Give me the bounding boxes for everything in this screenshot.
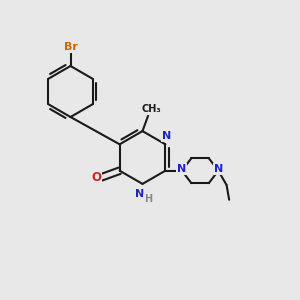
Text: H: H bbox=[144, 194, 152, 205]
Text: O: O bbox=[91, 171, 101, 184]
Text: CH₃: CH₃ bbox=[142, 104, 161, 114]
Text: N: N bbox=[135, 189, 144, 199]
Text: N: N bbox=[162, 131, 172, 141]
Text: Br: Br bbox=[64, 42, 77, 52]
Text: N: N bbox=[214, 164, 224, 174]
Text: N: N bbox=[177, 164, 186, 174]
